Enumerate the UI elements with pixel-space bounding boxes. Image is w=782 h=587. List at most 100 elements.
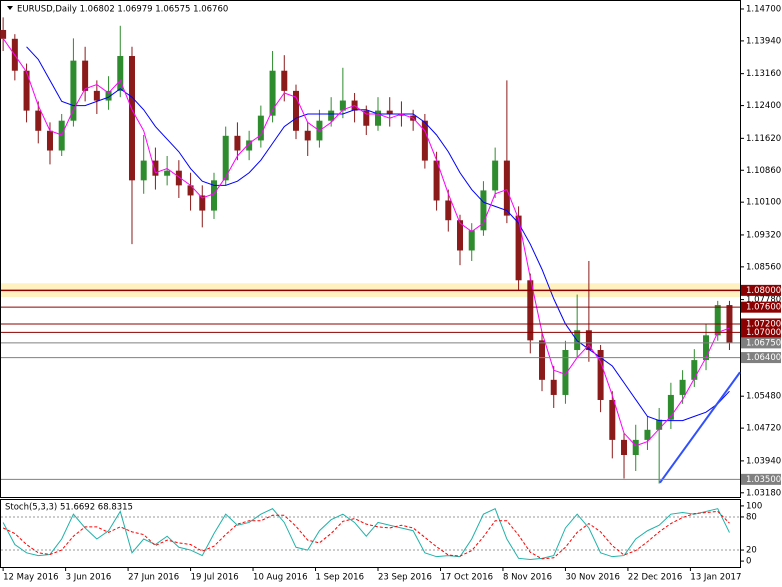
- candle-body: [35, 110, 42, 131]
- candle-body: [562, 350, 569, 395]
- y-tick-label: 1.09320: [746, 230, 781, 240]
- candle-body: [375, 110, 382, 126]
- candle-body: [679, 379, 686, 395]
- candle-body: [503, 160, 510, 216]
- y-tick-label: 1.03940: [746, 456, 781, 466]
- candle-body: [128, 56, 135, 181]
- candle-body: [199, 195, 206, 211]
- x-tick-label: 13 Jan 2017: [690, 573, 741, 583]
- candle-body: [0, 29, 7, 39]
- level-label: 1.07000: [746, 328, 781, 338]
- candle-body: [539, 340, 546, 380]
- candle-body: [515, 215, 522, 281]
- candle-body: [457, 220, 464, 251]
- candle-body: [656, 419, 663, 430]
- candle-body: [175, 170, 182, 186]
- candle-body: [691, 360, 698, 380]
- candle-body: [210, 180, 217, 211]
- x-tick-label: 8 Nov 2016: [503, 573, 552, 583]
- level-label: 1.08000: [746, 286, 781, 296]
- y-tick-label: 1.03180: [746, 488, 781, 498]
- candle-body: [117, 56, 124, 91]
- candle-body: [339, 100, 346, 111]
- candle-body: [46, 130, 53, 151]
- moving-average: [2, 38, 730, 447]
- candle-body: [152, 160, 159, 176]
- y-tick-label: 1.14700: [746, 4, 781, 14]
- candle-body: [82, 60, 89, 91]
- x-tick-label: 23 Sep 2016: [378, 573, 432, 583]
- chart-title: EURUSD,Daily 1.06802 1.06979 1.06575 1.0…: [17, 5, 228, 15]
- x-tick-label: 1 Sep 2016: [316, 573, 364, 583]
- candle-body: [433, 160, 440, 201]
- candle-body: [421, 120, 428, 161]
- x-tick-label: 19 Jul 2016: [191, 573, 239, 583]
- x-tick-label: 30 Nov 2016: [565, 573, 619, 583]
- level-label: 1.03500: [746, 475, 781, 485]
- y-tick-label: 1.05480: [746, 392, 781, 402]
- trendline: [659, 371, 741, 484]
- level-label: 1.06750: [746, 338, 781, 348]
- stoch-line: [2, 507, 730, 560]
- y-tick-label: 80: [746, 512, 757, 522]
- level-label-box: [741, 473, 781, 485]
- candle-body: [609, 399, 616, 440]
- candle-body: [527, 280, 534, 341]
- candle-body: [105, 90, 112, 101]
- x-tick-label: 10 Aug 2016: [253, 573, 307, 583]
- candle-body: [585, 330, 592, 351]
- candle-body: [70, 60, 77, 121]
- candle-body: [246, 140, 253, 151]
- menu-arrow: [7, 6, 13, 10]
- candle-body: [445, 200, 452, 221]
- candle-body: [140, 160, 147, 181]
- indicator-title: Stoch(5,3,3) 51.6692 68.8315: [5, 503, 133, 513]
- candle-body: [480, 190, 487, 231]
- x-tick-label: 22 Dec 2016: [628, 573, 682, 583]
- y-tick-label: 1.10860: [746, 166, 781, 176]
- candle-body: [644, 429, 651, 440]
- y-tick-label: 1.10100: [746, 198, 781, 208]
- y-tick-label: 0: [746, 557, 751, 567]
- candle-body: [328, 110, 335, 121]
- candle-body: [667, 394, 674, 420]
- candle-body: [703, 335, 710, 361]
- candle-body: [187, 185, 194, 196]
- candle-body: [269, 70, 276, 116]
- level-label-box: [741, 318, 781, 330]
- candle-body: [293, 90, 299, 131]
- y-tick-label: 1.07780: [746, 295, 781, 305]
- candle-body: [550, 379, 557, 395]
- candle-body: [386, 110, 393, 114]
- candle-body: [597, 350, 604, 400]
- stoch-line: [2, 510, 730, 560]
- y-tick-label: 1.13940: [746, 36, 781, 46]
- candle-body: [164, 170, 171, 176]
- level-label: 1.06400: [746, 353, 781, 363]
- candle-body: [714, 305, 721, 336]
- y-tick-label: 100: [746, 501, 762, 511]
- candle-body: [23, 70, 30, 111]
- candle-body: [492, 160, 499, 191]
- x-tick-label: 3 Jun 2016: [66, 573, 112, 583]
- candle-body: [281, 70, 288, 91]
- level-label: 1.07600: [746, 303, 781, 313]
- candle-body: [632, 439, 639, 456]
- candle-body: [58, 120, 65, 151]
- candle-body: [363, 110, 370, 126]
- level-label-box: [741, 326, 781, 338]
- level-label-box: [741, 337, 781, 349]
- level-label-box: [741, 352, 781, 364]
- y-tick-label: 1.08560: [746, 262, 781, 272]
- x-tick-label: 27 Jun 2016: [128, 573, 179, 583]
- candle-body: [398, 113, 405, 116]
- candle-body: [621, 439, 628, 456]
- level-label: 1.07200: [746, 319, 781, 329]
- level-label-box: [741, 301, 781, 313]
- candle-body: [222, 135, 229, 181]
- candle-body: [304, 130, 311, 141]
- y-tick-label: 20: [746, 546, 757, 556]
- candle-body: [257, 115, 264, 141]
- candle-body: [468, 230, 475, 251]
